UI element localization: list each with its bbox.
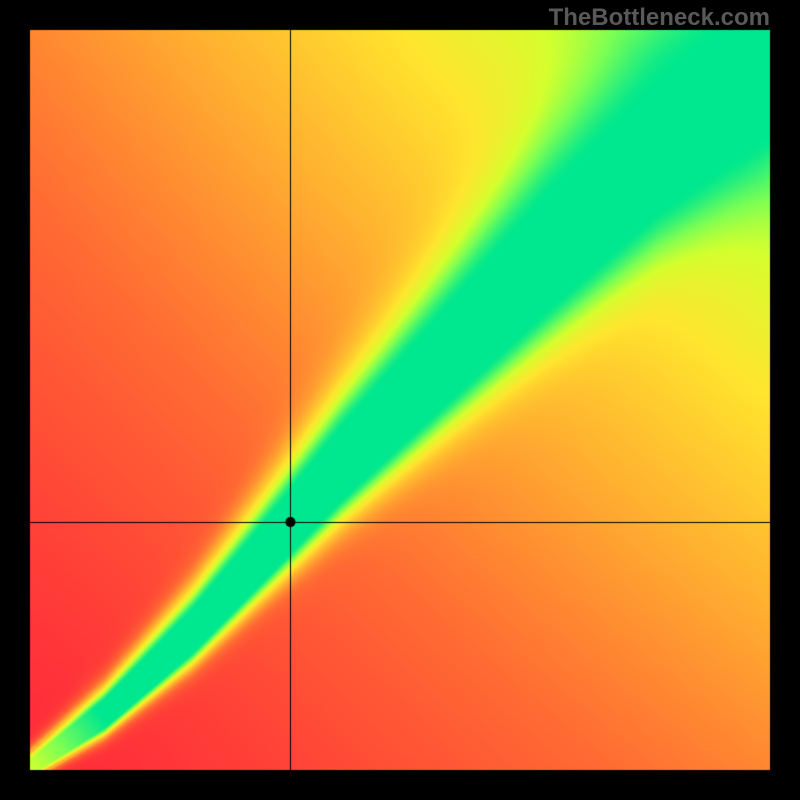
heatmap-canvas [0,0,800,800]
watermark-label: TheBottleneck.com [549,4,770,32]
chart-container: TheBottleneck.com [0,0,800,800]
